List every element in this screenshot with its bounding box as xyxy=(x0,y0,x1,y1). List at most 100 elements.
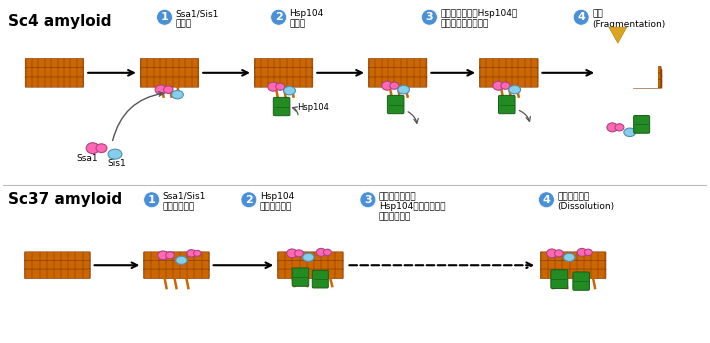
Ellipse shape xyxy=(493,81,503,90)
Ellipse shape xyxy=(607,123,618,132)
FancyBboxPatch shape xyxy=(368,58,427,69)
FancyBboxPatch shape xyxy=(141,68,199,78)
Polygon shape xyxy=(609,27,627,43)
Ellipse shape xyxy=(165,252,175,259)
FancyBboxPatch shape xyxy=(292,268,309,286)
Text: 同じサイトへのHsp104の
繰り返しの結合解離: 同じサイトへのHsp104の 繰り返しの結合解離 xyxy=(440,9,518,29)
Circle shape xyxy=(422,9,437,25)
Circle shape xyxy=(573,9,589,25)
Ellipse shape xyxy=(268,82,278,91)
Ellipse shape xyxy=(283,86,295,95)
FancyBboxPatch shape xyxy=(498,95,515,114)
FancyBboxPatch shape xyxy=(278,252,343,261)
FancyBboxPatch shape xyxy=(479,58,538,69)
FancyBboxPatch shape xyxy=(633,69,662,76)
FancyBboxPatch shape xyxy=(633,116,650,133)
FancyBboxPatch shape xyxy=(254,68,313,78)
Ellipse shape xyxy=(398,85,410,94)
Text: Ssa1: Ssa1 xyxy=(77,154,98,163)
FancyBboxPatch shape xyxy=(141,58,199,69)
Ellipse shape xyxy=(501,82,510,89)
Ellipse shape xyxy=(187,250,196,257)
FancyBboxPatch shape xyxy=(278,260,343,270)
Ellipse shape xyxy=(287,249,297,258)
FancyBboxPatch shape xyxy=(479,77,538,87)
Text: Sis1: Sis1 xyxy=(108,159,126,168)
FancyBboxPatch shape xyxy=(479,68,538,78)
Text: 同じサイトへの
Hsp104の繰り返し結
合解離の減少: 同じサイトへの Hsp104の繰り返し結 合解離の減少 xyxy=(379,192,445,222)
Ellipse shape xyxy=(390,82,399,89)
Circle shape xyxy=(143,192,160,208)
Text: 2: 2 xyxy=(245,195,253,205)
Ellipse shape xyxy=(155,85,166,94)
Text: 3: 3 xyxy=(425,12,433,22)
FancyBboxPatch shape xyxy=(143,269,209,279)
Text: Sc37 amyloid: Sc37 amyloid xyxy=(8,192,122,207)
FancyBboxPatch shape xyxy=(573,272,589,290)
FancyBboxPatch shape xyxy=(25,252,90,261)
FancyBboxPatch shape xyxy=(278,269,343,279)
FancyBboxPatch shape xyxy=(25,77,84,87)
Text: 3: 3 xyxy=(364,195,372,205)
FancyBboxPatch shape xyxy=(368,77,427,87)
FancyBboxPatch shape xyxy=(599,77,657,87)
FancyBboxPatch shape xyxy=(368,68,427,78)
FancyBboxPatch shape xyxy=(551,270,568,288)
FancyBboxPatch shape xyxy=(604,74,636,82)
Text: Hsp104
結合量の増加: Hsp104 結合量の増加 xyxy=(260,192,294,211)
FancyBboxPatch shape xyxy=(630,73,661,81)
Ellipse shape xyxy=(194,250,201,256)
Bar xyxy=(598,58,657,88)
Text: 一様な脱凝集
(Dissolution): 一様な脱凝集 (Dissolution) xyxy=(557,192,614,211)
Text: Ssa1/Sis1
結合量の増加: Ssa1/Sis1 結合量の増加 xyxy=(163,192,206,211)
FancyBboxPatch shape xyxy=(273,97,290,116)
Ellipse shape xyxy=(295,250,303,257)
FancyBboxPatch shape xyxy=(25,260,90,270)
Text: 4: 4 xyxy=(577,12,585,22)
FancyBboxPatch shape xyxy=(604,59,636,68)
Text: Ssa1/Sis1
の結合: Ssa1/Sis1 の結合 xyxy=(175,9,219,29)
Ellipse shape xyxy=(275,83,285,90)
Ellipse shape xyxy=(96,144,107,153)
Text: 4: 4 xyxy=(542,195,550,205)
FancyBboxPatch shape xyxy=(254,77,313,87)
Text: 1: 1 xyxy=(160,12,168,22)
Ellipse shape xyxy=(86,143,99,154)
FancyBboxPatch shape xyxy=(604,67,636,75)
Circle shape xyxy=(360,192,376,208)
Ellipse shape xyxy=(324,249,332,256)
Ellipse shape xyxy=(163,86,173,93)
FancyBboxPatch shape xyxy=(254,58,313,69)
Text: Hsp104
の結合: Hsp104 の結合 xyxy=(290,9,324,29)
FancyBboxPatch shape xyxy=(599,68,657,78)
FancyBboxPatch shape xyxy=(312,270,328,288)
Ellipse shape xyxy=(172,91,183,99)
FancyBboxPatch shape xyxy=(388,95,404,114)
FancyBboxPatch shape xyxy=(630,80,661,87)
Ellipse shape xyxy=(564,253,575,261)
FancyBboxPatch shape xyxy=(25,68,84,78)
FancyBboxPatch shape xyxy=(599,58,657,69)
Ellipse shape xyxy=(317,248,326,256)
Ellipse shape xyxy=(108,149,122,159)
FancyBboxPatch shape xyxy=(633,75,662,82)
FancyBboxPatch shape xyxy=(630,66,661,74)
FancyBboxPatch shape xyxy=(143,252,209,261)
FancyBboxPatch shape xyxy=(25,269,90,279)
Ellipse shape xyxy=(584,249,592,256)
Ellipse shape xyxy=(615,124,624,131)
Text: 1: 1 xyxy=(148,195,155,205)
FancyBboxPatch shape xyxy=(25,58,84,69)
FancyBboxPatch shape xyxy=(601,59,635,68)
FancyBboxPatch shape xyxy=(141,77,199,87)
Ellipse shape xyxy=(382,81,393,90)
Text: 2: 2 xyxy=(275,12,283,22)
Ellipse shape xyxy=(577,248,586,256)
Text: 分断
(Fragmentation): 分断 (Fragmentation) xyxy=(592,9,665,29)
Circle shape xyxy=(157,9,173,25)
FancyBboxPatch shape xyxy=(540,260,606,270)
FancyBboxPatch shape xyxy=(601,74,635,82)
Ellipse shape xyxy=(302,253,314,261)
Ellipse shape xyxy=(158,251,168,260)
Ellipse shape xyxy=(555,250,563,257)
